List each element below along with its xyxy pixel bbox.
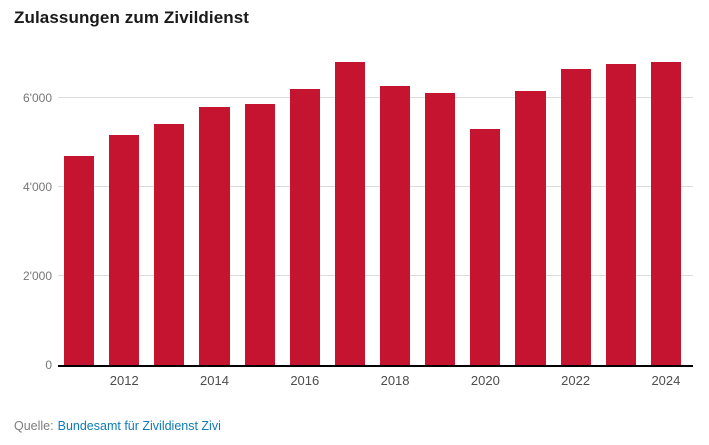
y-tick-label: 0 — [45, 358, 52, 372]
x-tick-label: 2020 — [470, 373, 500, 388]
bar-2018 — [379, 86, 411, 365]
bar-2014 — [199, 106, 230, 365]
x-tick-label: 2016 — [290, 373, 320, 388]
bar-2011 — [64, 155, 95, 365]
bar-2015 — [244, 104, 275, 365]
y-tick-label: 4'000 — [23, 179, 52, 194]
bar-2020 — [470, 128, 501, 365]
y-tick-label: 2'000 — [23, 268, 52, 283]
x-tick-label: 2022 — [561, 373, 591, 388]
gridline — [58, 274, 693, 276]
gridline — [58, 96, 693, 98]
bar-2021 — [515, 90, 546, 365]
bar-2012 — [109, 135, 140, 365]
x-tick-label — [425, 373, 455, 388]
bar-2023 — [605, 64, 636, 365]
bar-2022 — [560, 68, 591, 365]
x-tick-label — [64, 373, 94, 388]
x-axis: 2012 2014 2016 2018 2020 2022 2024 — [58, 373, 693, 388]
x-tick-label — [154, 373, 184, 388]
source-line: Quelle: Bundesamt für Zivildienst Zivi — [14, 419, 221, 433]
x-tick-label — [606, 373, 636, 388]
bar-2013 — [154, 124, 185, 365]
x-tick-label: 2024 — [651, 373, 681, 388]
x-tick-label — [515, 373, 545, 388]
x-tick-label: 2014 — [200, 373, 229, 388]
gridline — [58, 185, 693, 187]
bar-2024 — [650, 61, 681, 365]
x-tick-label: 2018 — [380, 373, 410, 388]
bar-2019 — [425, 93, 456, 365]
bars-container — [58, 53, 693, 365]
bar-2017 — [334, 61, 365, 365]
plot-area: 0 2'000 4'000 6'000 — [23, 53, 693, 372]
x-tick-label — [245, 373, 275, 388]
bar-chart: 0 2'000 4'000 6'000 2012 2014 2016 2018 2020 202… — [14, 53, 695, 388]
source-link[interactable]: Bundesamt für Zivildienst Zivi — [57, 419, 221, 433]
x-tick-label — [335, 373, 365, 388]
bar-2016 — [289, 88, 320, 365]
source-prefix: Quelle: — [14, 419, 54, 433]
x-tick-label: 2012 — [109, 373, 139, 388]
y-tick-label: 6'000 — [23, 90, 52, 105]
chart-title: Zulassungen zum Zivildienst — [14, 8, 250, 27]
